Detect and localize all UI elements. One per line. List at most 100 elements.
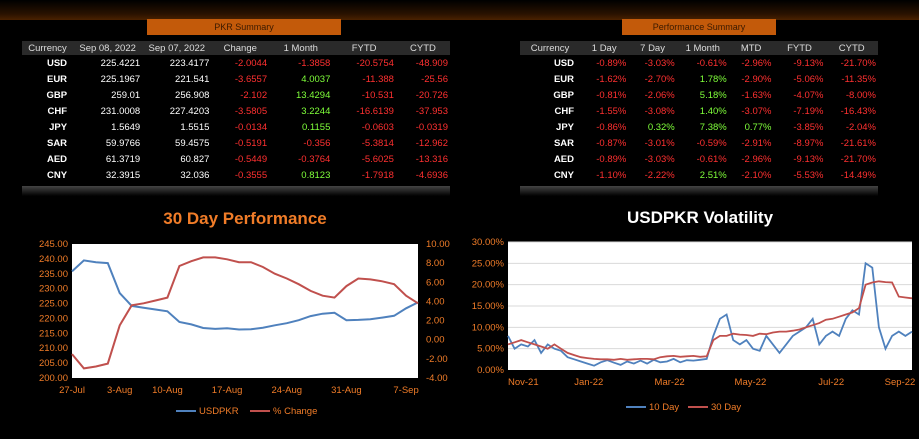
table-cell: -5.3814	[361, 137, 394, 149]
table-cell: 221.541	[175, 73, 210, 85]
column-header: Currency	[520, 41, 580, 55]
table-cell: -1.55%	[596, 105, 627, 117]
y-left-tick-label: 215.00	[39, 328, 68, 339]
table-cell: -12.962	[415, 137, 448, 149]
table-cell: -21.70%	[840, 153, 876, 165]
column-header: CYTD	[825, 41, 878, 55]
performance-summary-table: Currency 1 Day 7 Day 1 Month MTD FYTD CYTD USD -…	[520, 41, 878, 183]
table-cell: -0.89%	[596, 153, 627, 165]
table-row: CHF -1.55% -3.08% 1.40% -3.07% -7.19% -16.43%	[520, 103, 878, 119]
table-cell: 4.0037	[301, 73, 331, 85]
table-cell: -20.726	[415, 89, 448, 101]
y-right-tick-label: 0.00	[426, 335, 445, 346]
y-tick-label: 10.00%	[472, 322, 505, 333]
table-cell: -14.49%	[840, 169, 876, 181]
x-tick-label: 24-Aug	[271, 385, 302, 396]
table-cell: 32.036	[180, 169, 210, 181]
currency-label: GBP	[46, 89, 68, 101]
currency-label: CNY	[46, 169, 68, 181]
currency-label: AED	[553, 153, 574, 165]
y-left-tick-label: 205.00	[39, 358, 68, 369]
table-cell: 225.1967	[100, 73, 141, 85]
table-cell: -13.316	[415, 153, 448, 165]
table-cell: -0.0134	[234, 121, 268, 133]
table-row: JPY 1.5649 1.5515 -0.0134 0.1155 -0.0603 -0.03…	[22, 119, 450, 135]
currency-label: CNY	[553, 169, 574, 181]
table-row: EUR -1.62% -2.70% 1.78% -2.90% -5.06% -11.35%	[520, 71, 878, 87]
chart-30day-performance: 200.00 205.00 210.00 215.00 220.00 225.00 230.…	[39, 239, 450, 417]
table-cell: -0.61%	[696, 57, 727, 69]
table-cell: -20.5754	[356, 57, 394, 69]
pkr-summary-table: Currency Sep 08, 2022 Sep 07, 2022 Change 1 …	[22, 41, 450, 183]
table-cell: 0.32%	[647, 121, 675, 133]
currency-label: CHF	[47, 105, 68, 117]
table-cell: -2.10%	[741, 169, 772, 181]
table-cell: 0.77%	[744, 121, 772, 133]
table-cell: -0.59%	[696, 137, 727, 149]
y-tick-label: 20.00%	[472, 280, 505, 291]
x-tick-label: Jan-22	[574, 377, 603, 388]
table-cell: -11.35%	[841, 73, 876, 85]
currency-label: EUR	[553, 73, 574, 85]
column-header: Sep 08, 2022	[73, 41, 143, 55]
table-cell: -0.3555	[234, 169, 268, 181]
table-cell: -9.13%	[793, 57, 824, 69]
table-cell: 223.4177	[169, 57, 210, 69]
table-cell: -5.06%	[793, 73, 824, 85]
currency-label: JPY	[49, 121, 68, 133]
table-cell: -10.531	[361, 89, 394, 101]
table-cell: 1.78%	[699, 73, 727, 85]
table-cell: -5.53%	[793, 169, 824, 181]
table-cell: 227.4203	[169, 105, 210, 117]
chart-title-volatility: USDPKR Volatility	[626, 208, 774, 227]
table-cell: -8.00%	[845, 89, 876, 101]
table-cell: 60.827	[180, 153, 210, 165]
y-right-tick-label: -4.00	[426, 373, 448, 384]
table-cell: -0.61%	[696, 153, 727, 165]
legend-label-pct-change: % Change	[273, 406, 317, 417]
table-cell: -0.0319	[415, 121, 448, 133]
y-left-tick-label: 240.00	[39, 254, 68, 265]
x-tick-label: 27-Jul	[59, 385, 85, 396]
table-cell: 7.38%	[699, 121, 727, 133]
series-line-30-day	[507, 280, 913, 361]
y-tick-label: 30.00%	[472, 237, 505, 248]
column-header: MTD	[728, 41, 774, 55]
table-cell: -1.3858	[298, 57, 331, 69]
y-right-tick-label: 2.00	[426, 316, 445, 327]
table-cell: -2.90%	[741, 73, 772, 85]
y-tick-label: 5.00%	[477, 344, 504, 355]
table-cell: -21.61%	[840, 137, 876, 149]
table-cell: -0.3764	[298, 153, 331, 165]
currency-label: SAR	[553, 137, 574, 149]
table-row: USD 225.4221 223.4177 -2.0044 -1.3858 -20.575…	[22, 55, 450, 71]
table-cell: -0.89%	[596, 57, 627, 69]
legend-label-usdpkr: USDPKR	[199, 406, 239, 417]
table-cell: -0.87%	[596, 137, 627, 149]
table-cell: -0.5449	[234, 153, 268, 165]
table-cell: -5.6025	[361, 153, 394, 165]
table-cell: -21.70%	[840, 57, 876, 69]
table-row: AED 61.3719 60.827 -0.5449 -0.3764 -5.6025 -13…	[22, 151, 450, 167]
table-row: CNY 32.3915 32.036 -0.3555 0.8123 -1.7918 -4.6…	[22, 167, 450, 183]
table-cell: -1.7918	[361, 169, 394, 181]
performance-summary-title: Performance Summary	[622, 19, 776, 35]
y-tick-label: 25.00%	[472, 258, 505, 269]
column-header: Sep 07, 2022	[142, 41, 212, 55]
table-cell: -0.81%	[596, 89, 627, 101]
table-cell: 32.3915	[105, 169, 141, 181]
table-row: SAR -0.87% -3.01% -0.59% -2.91% -8.97% -21.61%	[520, 135, 878, 151]
table-row: CHF 231.0008 227.4203 -3.5805 3.2244 -16.6139…	[22, 103, 450, 119]
column-header: FYTD	[773, 41, 826, 55]
table-cell: -0.86%	[596, 121, 627, 133]
table-row: AED -0.89% -3.03% -0.61% -2.96% -9.13% -21.70%	[520, 151, 878, 167]
table-row: CNY -1.10% -2.22% 2.51% -2.10% -5.53% -14.49%	[520, 167, 878, 183]
table-cell: -11.388	[362, 73, 394, 85]
table-cell: -2.102	[240, 89, 268, 101]
legend-label-30-day: 30 Day	[711, 402, 741, 413]
table-cell: -3.6557	[234, 73, 268, 85]
table-cell: 256.908	[175, 89, 210, 101]
column-header: 7 Day	[628, 41, 677, 55]
table-cell: 59.4575	[175, 137, 210, 149]
table-cell: -48.909	[415, 57, 448, 69]
